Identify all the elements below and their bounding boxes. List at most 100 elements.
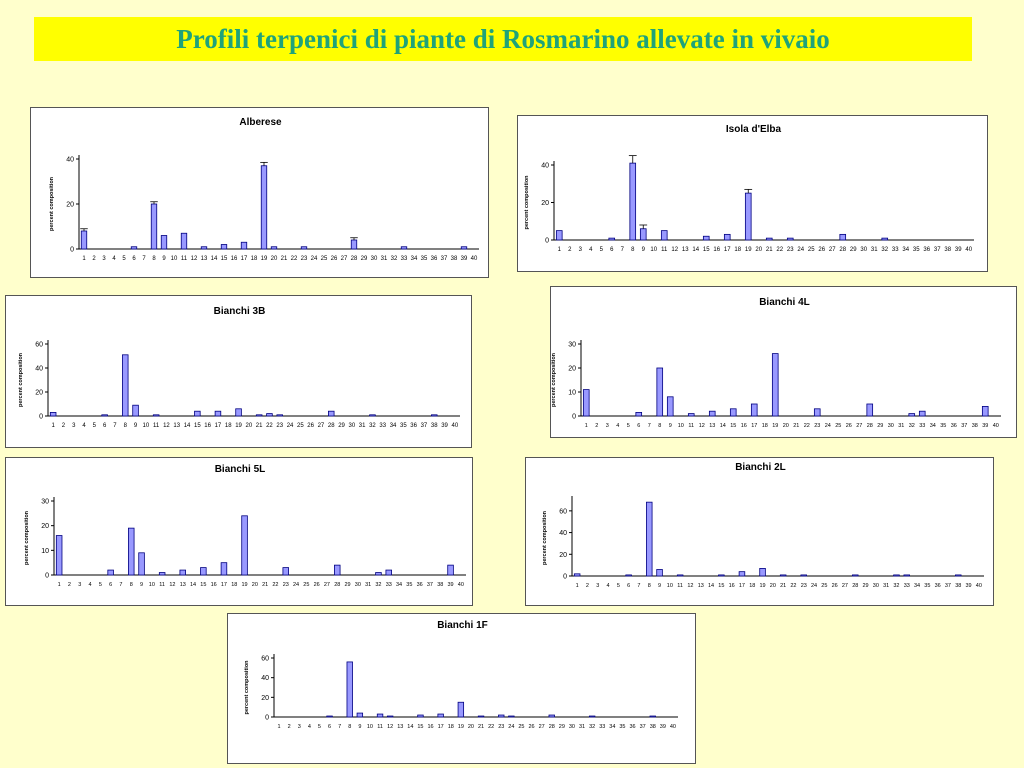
bar-6 [635,412,643,417]
x-tick-label: 31 [359,423,366,429]
x-tick-label: 39 [965,583,971,589]
y-tick-label: 0 [563,574,567,581]
bar-11 [376,713,384,718]
x-tick-label: 2 [68,582,71,588]
x-tick-label: 29 [344,582,350,588]
x-tick-label: 39 [447,582,453,588]
x-tick-label: 23 [283,582,289,588]
x-tick-label: 8 [124,423,128,429]
x-tick-label: 20 [770,583,776,589]
chart-title: Bianchi 4L [759,297,810,308]
bar-9 [160,235,168,250]
error-bar-28 [350,237,358,240]
x-tick-label: 9 [162,256,166,262]
x-tick-label: 34 [902,247,909,253]
bar-32 [588,715,596,718]
x-tick-label: 37 [441,256,448,262]
x-tick-label: 7 [648,423,651,429]
x-tick-label: 11 [159,582,165,588]
x-tick-label: 3 [102,256,106,262]
x-tick-label: 10 [367,724,373,730]
y-axis-label: percent composition [49,176,55,231]
x-tick-label: 26 [818,247,825,253]
bar-21 [255,414,263,417]
bar-17 [437,713,444,718]
x-tick-label: 5 [627,423,630,429]
bar-32 [908,413,916,417]
x-tick-label: 36 [410,423,417,429]
x-tick-label: 2 [568,247,572,253]
x-tick-label: 32 [589,724,595,730]
bar-28 [852,574,859,577]
bar-33 [903,574,910,577]
x-tick-label: 21 [281,256,288,262]
x-tick-label: 5 [617,583,620,589]
bar-19 [771,353,779,417]
bar-32 [881,237,889,241]
x-tick-label: 37 [945,583,951,589]
x-tick-label: 3 [596,583,599,589]
x-tick-label: 35 [913,247,920,253]
bar-19 [759,568,766,577]
x-tick-label: 26 [331,256,338,262]
x-tick-label: 35 [406,582,412,588]
x-tick-label: 18 [251,256,258,262]
x-tick-label: 28 [328,423,335,429]
x-tick-label: 13 [682,247,689,253]
chart-title: Bianchi 5L [215,464,266,475]
x-tick-label: 1 [58,582,61,588]
x-tick-label: 33 [599,724,605,730]
x-tick-label: 21 [478,724,484,730]
x-tick-label: 39 [441,423,448,429]
bar-15 [718,574,725,577]
x-tick-label: 1 [576,583,579,589]
x-tick-label: 39 [461,256,468,262]
x-tick-label: 22 [272,582,278,588]
x-tick-label: 17 [241,256,248,262]
x-tick-label: 18 [762,423,768,429]
x-tick-label: 5 [122,256,126,262]
x-tick-label: 12 [671,247,678,253]
x-tick-label: 34 [411,256,418,262]
bar-1 [80,230,88,250]
x-tick-label: 30 [355,582,361,588]
bar-6 [107,569,114,576]
x-tick-label: 19 [241,582,247,588]
error-bar-19 [744,188,753,194]
x-tick-label: 1 [82,256,86,262]
y-tick-label: 0 [45,573,49,580]
x-tick-label: 7 [142,256,146,262]
x-tick-label: 40 [471,256,478,262]
x-tick-label: 37 [961,423,967,429]
x-tick-label: 23 [276,423,283,429]
x-tick-label: 21 [766,247,773,253]
x-tick-label: 35 [940,423,946,429]
x-tick-label: 5 [318,724,321,730]
x-tick-label: 23 [814,423,820,429]
bar-32 [375,572,382,576]
x-tick-label: 15 [703,247,710,253]
bar-23 [300,246,308,250]
x-tick-label: 6 [610,247,614,253]
x-tick-label: 36 [629,724,635,730]
x-tick-label: 13 [698,583,704,589]
x-tick-label: 28 [351,256,358,262]
bar-32 [893,574,900,577]
x-tick-label: 25 [303,582,309,588]
y-axis-label: percent composition [24,510,30,565]
bar-11 [180,232,188,250]
x-tick-label: 11 [153,423,160,429]
x-tick-label: 38 [955,583,961,589]
x-tick-label: 3 [298,724,301,730]
bar-15 [702,235,710,241]
x-tick-label: 18 [749,583,755,589]
bar-19 [235,408,242,417]
x-tick-label: 27 [842,583,848,589]
bar-39 [447,564,454,576]
x-tick-label: 14 [184,423,191,429]
x-tick-label: 24 [311,256,318,262]
x-tick-label: 7 [119,582,122,588]
bar-13 [179,569,186,576]
bar-21 [779,574,787,577]
x-tick-label: 5 [99,582,102,588]
